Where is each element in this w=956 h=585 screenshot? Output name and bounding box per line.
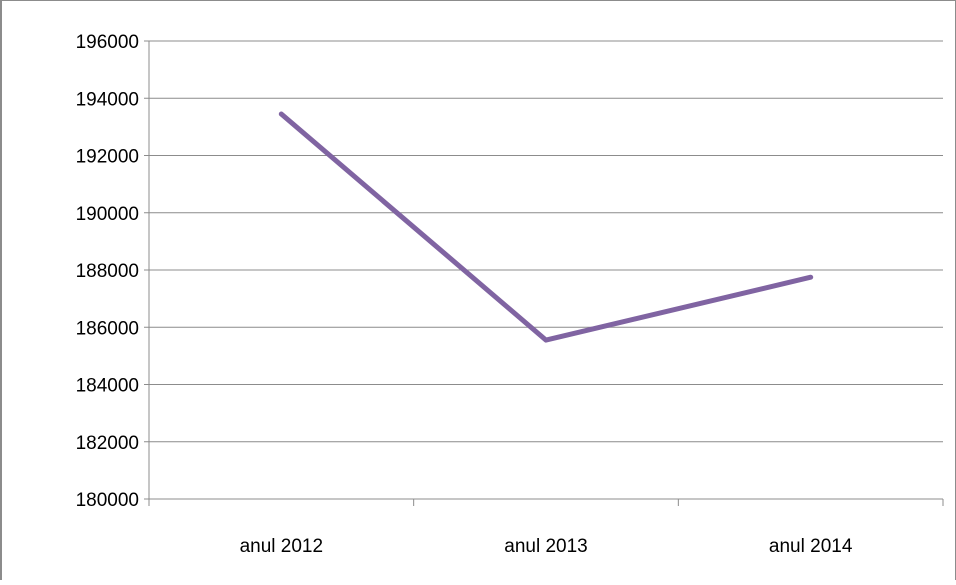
y-tick-label: 180000 bbox=[76, 490, 139, 511]
y-tick-label: 196000 bbox=[76, 32, 139, 53]
y-tick-label: 188000 bbox=[76, 261, 139, 282]
series-lines bbox=[278, 111, 814, 343]
series-line bbox=[278, 111, 814, 343]
y-tick-label: 192000 bbox=[76, 147, 139, 168]
y-tick-label: 186000 bbox=[76, 318, 139, 339]
x-tick-label: anul 2013 bbox=[504, 536, 587, 557]
x-tick-label: anul 2014 bbox=[769, 536, 853, 557]
gridlines bbox=[149, 40, 943, 443]
y-tick-label: 184000 bbox=[76, 376, 139, 397]
axes bbox=[144, 40, 944, 506]
x-tick-label: anul 2012 bbox=[240, 536, 323, 557]
y-tick-label: 194000 bbox=[76, 89, 139, 110]
y-tick-label: 182000 bbox=[76, 433, 139, 454]
x-tick-labels: anul 2012 anul 2013 anul 2014 bbox=[240, 536, 853, 557]
y-tick-labels: 180000 182000 184000 186000 188000 190000 1920… bbox=[76, 32, 139, 511]
y-tick-label: 190000 bbox=[76, 204, 139, 225]
